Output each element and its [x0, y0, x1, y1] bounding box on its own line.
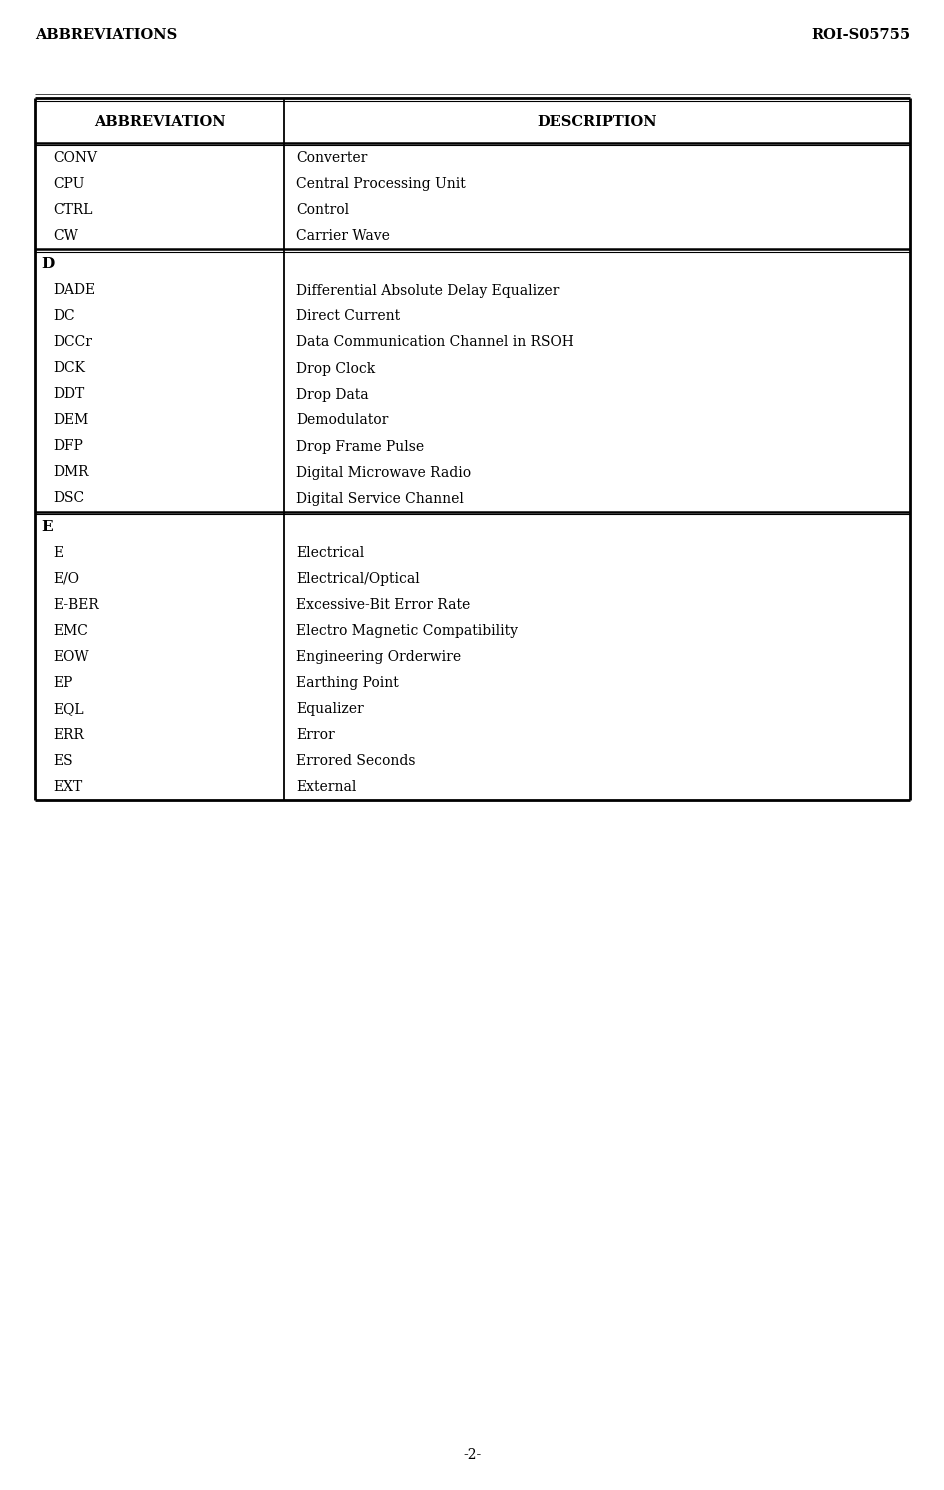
Text: DDT: DDT: [53, 387, 84, 401]
Text: Engineering Orderwire: Engineering Orderwire: [296, 650, 462, 665]
Text: DCK: DCK: [53, 362, 85, 375]
Text: ABBREVIATION: ABBREVIATION: [93, 115, 226, 128]
Text: Drop Data: Drop Data: [296, 387, 369, 401]
Text: Electrical/Optical: Electrical/Optical: [296, 572, 420, 586]
Text: Error: Error: [296, 729, 335, 742]
Text: Control: Control: [296, 203, 349, 218]
Text: ES: ES: [53, 754, 73, 767]
Text: Electro Magnetic Compatibility: Electro Magnetic Compatibility: [296, 624, 518, 638]
Text: CPU: CPU: [53, 177, 84, 191]
Text: Carrier Wave: Carrier Wave: [296, 229, 390, 243]
Text: E/O: E/O: [53, 572, 79, 586]
Text: Converter: Converter: [296, 150, 368, 165]
Text: Digital Microwave Radio: Digital Microwave Radio: [296, 465, 471, 480]
Text: Digital Service Channel: Digital Service Channel: [296, 492, 464, 505]
Text: DMR: DMR: [53, 465, 89, 480]
Text: Excessive-Bit Error Rate: Excessive-Bit Error Rate: [296, 597, 471, 612]
Text: EOW: EOW: [53, 650, 89, 665]
Text: Equalizer: Equalizer: [296, 702, 364, 717]
Text: EXT: EXT: [53, 779, 82, 794]
Text: Demodulator: Demodulator: [296, 414, 389, 428]
Text: DCCr: DCCr: [53, 335, 92, 350]
Text: Data Communication Channel in RSOH: Data Communication Channel in RSOH: [296, 335, 574, 350]
Text: CONV: CONV: [53, 150, 97, 165]
Text: -2-: -2-: [463, 1448, 481, 1462]
Text: Differential Absolute Delay Equalizer: Differential Absolute Delay Equalizer: [296, 283, 560, 298]
Text: Electrical: Electrical: [296, 545, 364, 560]
Text: Drop Frame Pulse: Drop Frame Pulse: [296, 440, 425, 453]
Text: External: External: [296, 779, 357, 794]
Text: Drop Clock: Drop Clock: [296, 362, 376, 375]
Text: EP: EP: [53, 676, 73, 690]
Text: EMC: EMC: [53, 624, 88, 638]
Text: EQL: EQL: [53, 702, 84, 717]
Text: DFP: DFP: [53, 440, 83, 453]
Text: D: D: [41, 258, 54, 271]
Text: DADE: DADE: [53, 283, 95, 298]
Text: ERR: ERR: [53, 729, 84, 742]
Text: Earthing Point: Earthing Point: [296, 676, 399, 690]
Text: E: E: [53, 545, 63, 560]
Text: DEM: DEM: [53, 414, 88, 428]
Text: Direct Current: Direct Current: [296, 310, 400, 323]
Text: Central Processing Unit: Central Processing Unit: [296, 177, 466, 191]
Text: ABBREVIATIONS: ABBREVIATIONS: [35, 28, 177, 42]
Text: E-BER: E-BER: [53, 597, 99, 612]
Text: Errored Seconds: Errored Seconds: [296, 754, 416, 767]
Text: ROI-S05755: ROI-S05755: [811, 28, 910, 42]
Text: CW: CW: [53, 229, 77, 243]
Text: DC: DC: [53, 310, 75, 323]
Text: DESCRIPTION: DESCRIPTION: [537, 115, 657, 128]
Text: CTRL: CTRL: [53, 203, 93, 218]
Text: E: E: [41, 520, 53, 533]
Text: DSC: DSC: [53, 492, 84, 505]
